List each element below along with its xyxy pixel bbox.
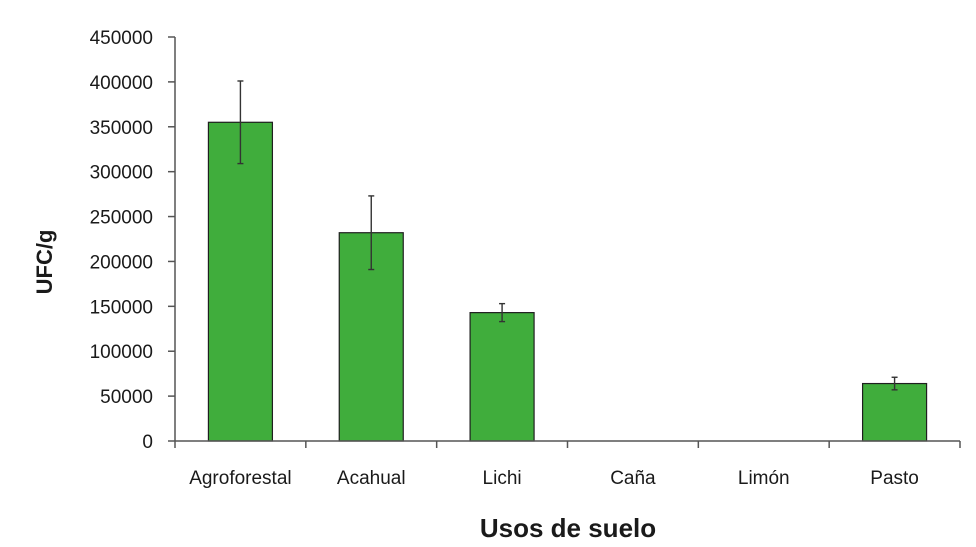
x-tick-label: Lichi (483, 468, 522, 489)
bar-lichi (469, 312, 535, 442)
y-tick-label: 250000 (90, 208, 153, 229)
y-tick-label: 300000 (90, 163, 153, 184)
y-tick-label: 100000 (90, 342, 153, 363)
y-tick-label: 50000 (100, 387, 153, 408)
x-tick-label: Agroforestal (189, 468, 291, 489)
error-bar (499, 302, 506, 323)
y-axis-ticks: 0 50000 100000 150000 200000 250000 300000 3500… (90, 28, 175, 453)
bar-agroforestal (207, 121, 274, 442)
y-tick-label: 150000 (90, 297, 153, 318)
bars (207, 121, 928, 442)
error-bar (891, 376, 898, 391)
error-bar (237, 80, 244, 165)
y-tick-label: 0 (142, 432, 153, 453)
y-axis-title: UFC/g (32, 230, 57, 295)
error-bar (368, 195, 375, 271)
y-tick-label: 350000 (90, 118, 153, 139)
y-tick-label: 450000 (90, 28, 153, 49)
x-axis-title: Usos de suelo (480, 513, 656, 543)
x-axis-ticks: Agroforestal Acahual Lichi Caña Limón Pasto (174, 441, 961, 489)
y-tick-label: 400000 (90, 73, 153, 94)
bar-pasto (861, 382, 928, 442)
x-tick-label: Acahual (337, 468, 406, 489)
error-bars (237, 80, 898, 391)
x-tick-label: Caña (610, 468, 656, 489)
x-tick-label: Limón (738, 468, 790, 489)
y-tick-label: 200000 (90, 252, 153, 273)
x-tick-label: Pasto (870, 468, 919, 489)
